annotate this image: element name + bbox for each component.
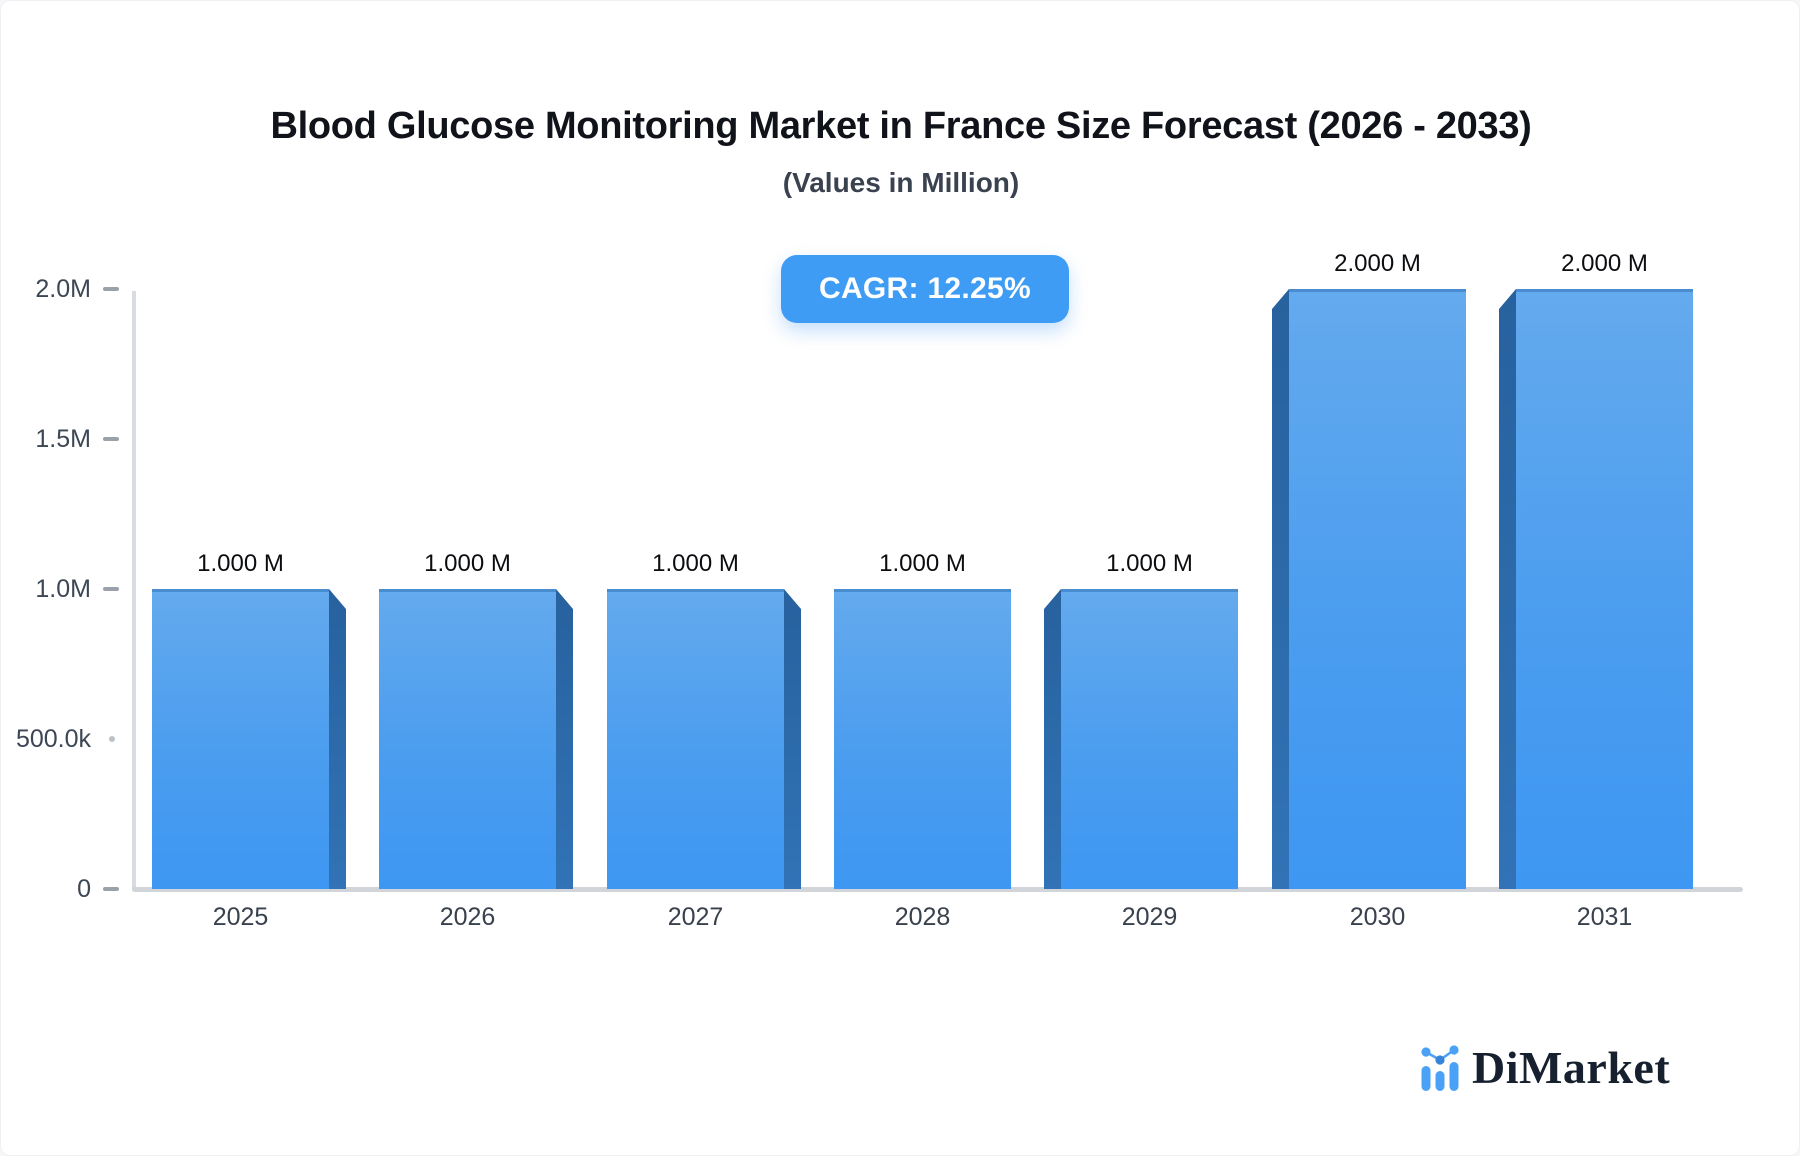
bar <box>607 589 784 889</box>
y-axis-tick-mark <box>103 287 119 291</box>
y-axis-tick-mark <box>103 437 119 441</box>
brand-logo: DiMarket <box>1421 1041 1670 1093</box>
y-axis-tick-mark <box>103 887 119 891</box>
bar-top-edge <box>834 589 1011 592</box>
bar-value-label: 1.000 M <box>197 550 284 577</box>
bar <box>152 589 329 889</box>
bar-value-label: 1.000 M <box>652 550 739 577</box>
bar <box>834 589 1011 889</box>
bar-side-face <box>1044 589 1061 889</box>
x-axis-label: 2025 <box>212 903 269 931</box>
bar-top-edge <box>607 589 784 592</box>
bar-top-edge <box>1516 289 1693 292</box>
bar <box>1289 289 1466 889</box>
bar-side-face <box>1499 289 1516 889</box>
bar-line-chart-icon <box>1421 1045 1459 1091</box>
bar-side-face <box>329 589 346 889</box>
bar-top-edge <box>152 589 329 592</box>
bar <box>379 589 556 889</box>
bar-value-label: 2.000 M <box>1561 250 1648 277</box>
x-axis-label: 2027 <box>667 903 724 931</box>
bar-top-edge <box>379 589 556 592</box>
bar-value-label: 1.000 M <box>879 550 966 577</box>
cagr-badge: CAGR: 12.25% <box>781 255 1069 323</box>
y-axis-tick-mark <box>109 736 115 742</box>
bar-side-face <box>1272 289 1289 889</box>
x-axis-label: 2031 <box>1576 903 1633 931</box>
bar-value-label: 1.000 M <box>424 550 511 577</box>
y-axis-tick-label: 1.5M <box>35 425 91 453</box>
x-axis-label: 2029 <box>1121 903 1178 931</box>
y-axis-tick-label: 2.0M <box>35 275 91 303</box>
bar <box>1061 589 1238 889</box>
chart-subtitle: (Values in Million) <box>782 167 1020 198</box>
brand-name: DiMarket <box>1472 1041 1671 1093</box>
bar-side-face <box>784 589 801 889</box>
x-axis-line <box>132 887 1743 892</box>
y-axis-tick-label: 500.0k <box>15 725 91 753</box>
bar <box>1516 289 1693 889</box>
y-axis-line <box>132 291 136 889</box>
x-axis-label: 2028 <box>894 903 951 931</box>
chart-title: Blood Glucose Monitoring Market in Franc… <box>270 105 1532 147</box>
bar-value-label: 2.000 M <box>1334 250 1421 277</box>
y-axis-tick-mark <box>103 587 119 591</box>
y-axis-tick-label: 0 <box>77 875 91 903</box>
x-axis-label: 2026 <box>439 903 496 931</box>
bar-top-edge <box>1061 589 1238 592</box>
bar-side-face <box>556 589 573 889</box>
y-axis-tick-label: 1.0M <box>35 575 91 603</box>
bar-value-label: 1.000 M <box>1106 550 1193 577</box>
x-axis-label: 2030 <box>1349 903 1406 931</box>
bar-top-edge <box>1289 289 1466 292</box>
